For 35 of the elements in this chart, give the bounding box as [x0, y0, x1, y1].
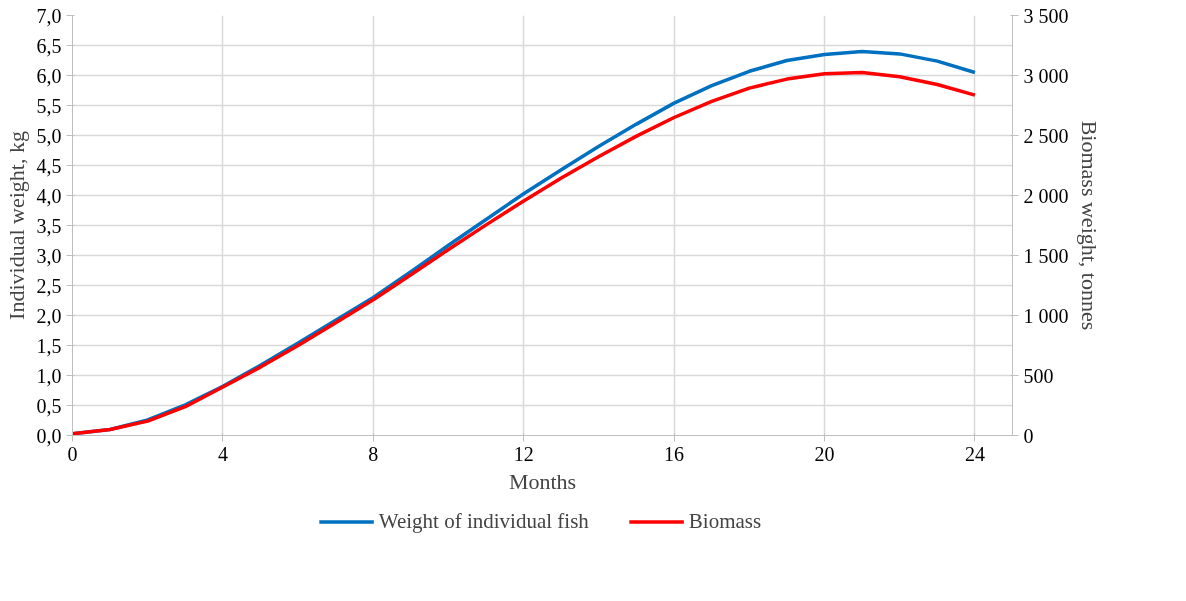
y2-tick-label: 1 500 — [1023, 244, 1069, 267]
y2-tick-label: 3 000 — [1023, 64, 1069, 87]
x-axis-title: Months — [508, 468, 577, 494]
y-tick-label: 1,0 — [36, 364, 62, 387]
y-tick-label: 2,0 — [36, 304, 62, 327]
y-tick-label: 2,5 — [36, 274, 62, 297]
x-tick-label: 20 — [814, 442, 835, 465]
y-tick-label: 3,0 — [36, 244, 62, 267]
x-tick-label: 0 — [67, 442, 78, 465]
x-tick-label: 4 — [217, 442, 228, 465]
y-tick-label: 6,0 — [36, 64, 62, 87]
y2-tick-label: 0 — [1023, 424, 1034, 447]
y2-tick-label: 2 000 — [1023, 184, 1069, 207]
y2-tick-label: 2 500 — [1023, 124, 1069, 147]
y2-tick-label: 3 500 — [1023, 4, 1069, 27]
y2-tick-label: 500 — [1023, 364, 1054, 387]
y-tick-label: 4,5 — [36, 154, 62, 177]
y-tick-label: 1,5 — [36, 334, 62, 357]
y-tick-label: 0,5 — [36, 394, 62, 417]
legend-label: Biomass — [688, 508, 762, 534]
y2-axis-title: Biomass weight, tonnes — [1076, 120, 1102, 331]
y-tick-label: 6,5 — [36, 34, 62, 57]
y-tick-label: 5,0 — [36, 124, 62, 147]
y-tick-label: 7,0 — [36, 4, 62, 27]
legend-label: Weight of individual fish — [378, 508, 589, 534]
y-tick-label: 0,0 — [36, 424, 62, 447]
x-tick-label: 16 — [664, 442, 685, 465]
y2-tick-label: 1 000 — [1023, 304, 1069, 327]
x-tick-label: 24 — [964, 442, 985, 465]
y-axis-title: Individual weight, kg — [3, 131, 29, 320]
y-tick-label: 3,5 — [36, 214, 62, 237]
y-tick-label: 5,5 — [36, 94, 62, 117]
y-tick-label: 4,0 — [36, 184, 62, 207]
x-tick-label: 8 — [368, 442, 379, 465]
x-tick-label: 12 — [513, 442, 534, 465]
